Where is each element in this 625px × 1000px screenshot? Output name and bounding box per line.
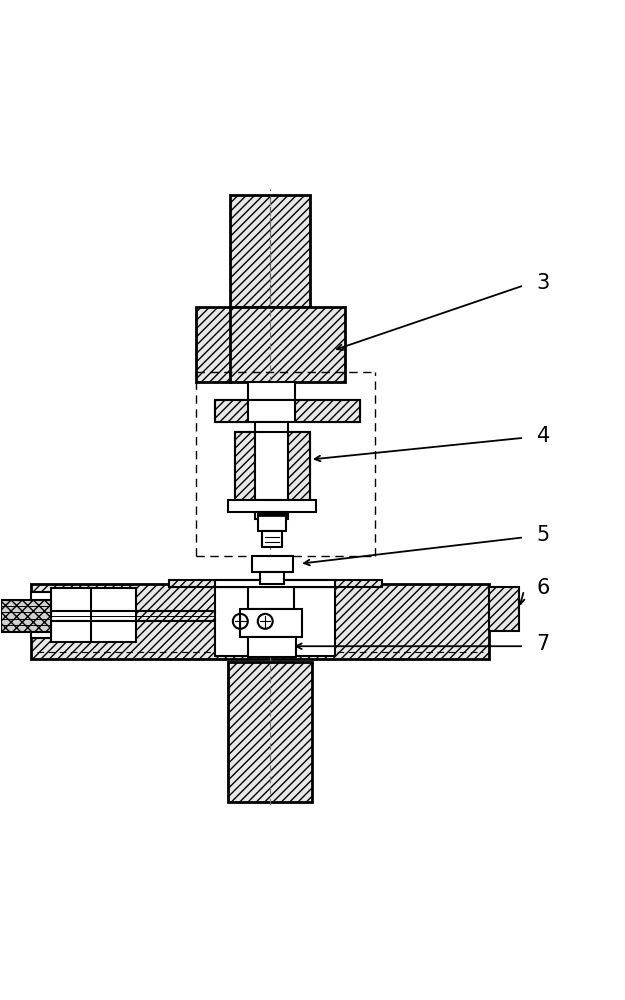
Bar bbox=[258, 512, 286, 516]
Bar bbox=[236, 432, 310, 500]
Bar bbox=[216, 587, 335, 656]
Bar bbox=[216, 400, 248, 422]
Bar bbox=[253, 556, 293, 572]
Bar bbox=[295, 400, 360, 422]
Bar bbox=[196, 307, 345, 382]
Bar bbox=[236, 432, 255, 500]
Bar bbox=[288, 432, 310, 500]
Text: 5: 5 bbox=[536, 525, 550, 545]
Bar bbox=[258, 512, 286, 531]
Bar bbox=[31, 592, 131, 638]
Text: 3: 3 bbox=[536, 273, 550, 293]
Text: 6: 6 bbox=[536, 578, 550, 598]
Bar bbox=[216, 400, 360, 422]
Bar bbox=[248, 637, 296, 657]
Bar bbox=[216, 580, 335, 587]
Bar bbox=[262, 531, 282, 547]
Text: 4: 4 bbox=[536, 426, 550, 446]
Bar bbox=[51, 588, 136, 642]
Bar bbox=[1, 600, 51, 632]
Bar bbox=[260, 572, 284, 584]
Text: 7: 7 bbox=[536, 634, 550, 654]
Bar bbox=[489, 587, 519, 631]
Bar bbox=[228, 500, 316, 512]
Bar bbox=[31, 584, 489, 659]
Bar bbox=[255, 422, 288, 519]
Bar bbox=[169, 580, 382, 587]
Bar bbox=[248, 587, 294, 609]
Bar bbox=[231, 195, 310, 307]
Bar bbox=[248, 382, 295, 400]
Bar bbox=[228, 662, 312, 802]
Bar bbox=[241, 609, 302, 637]
